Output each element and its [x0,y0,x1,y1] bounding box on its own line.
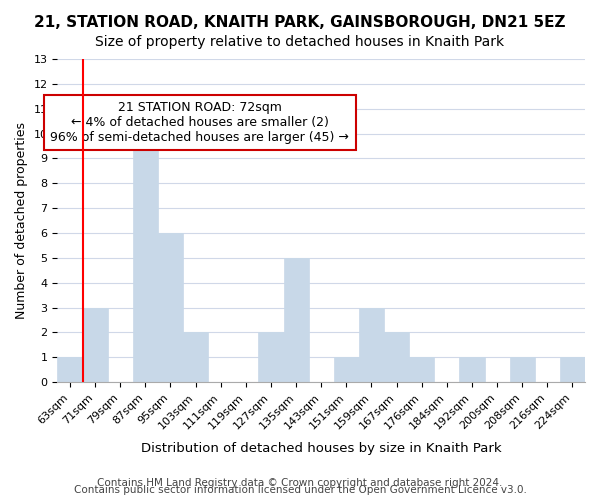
Bar [284,258,308,382]
Y-axis label: Number of detached properties: Number of detached properties [15,122,28,319]
Bar [509,358,535,382]
Bar [259,332,284,382]
Text: Contains HM Land Registry data © Crown copyright and database right 2024.: Contains HM Land Registry data © Crown c… [97,478,503,488]
Bar [560,358,585,382]
Text: 21 STATION ROAD: 72sqm
← 4% of detached houses are smaller (2)
96% of semi-detac: 21 STATION ROAD: 72sqm ← 4% of detached … [50,101,349,144]
Bar [334,358,359,382]
Bar [183,332,208,382]
Text: Size of property relative to detached houses in Knaith Park: Size of property relative to detached ho… [95,35,505,49]
Text: Contains public sector information licensed under the Open Government Licence v3: Contains public sector information licen… [74,485,526,495]
Bar [158,233,183,382]
Bar [83,308,107,382]
Bar [384,332,409,382]
X-axis label: Distribution of detached houses by size in Knaith Park: Distribution of detached houses by size … [141,442,502,455]
Bar [359,308,384,382]
Text: 21, STATION ROAD, KNAITH PARK, GAINSBOROUGH, DN21 5EZ: 21, STATION ROAD, KNAITH PARK, GAINSBORO… [34,15,566,30]
Bar [409,358,434,382]
Bar [460,358,485,382]
Bar [58,358,83,382]
Bar [133,108,158,382]
